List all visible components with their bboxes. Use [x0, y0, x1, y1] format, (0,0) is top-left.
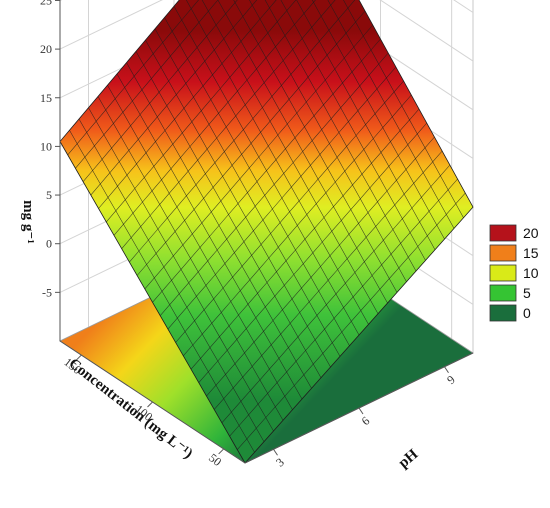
z-tick-label: -5	[42, 285, 52, 299]
surface-mesh-line	[67, 0, 199, 156]
legend-swatch	[489, 304, 517, 322]
legend-label: 20	[523, 225, 539, 241]
surface-mesh-line	[311, 0, 445, 240]
concentration-tick-label: 50	[206, 451, 224, 469]
z-tick-label: 15	[40, 91, 52, 105]
ph-tick-label: 3	[273, 455, 287, 470]
legend-label: 10	[523, 265, 539, 281]
concentration-tick-mark	[218, 448, 225, 455]
z-gridline	[59, 0, 474, 62]
z-axis-ticks: -5 0 5 10 15 20 25	[40, 0, 61, 341]
surface-mesh-line	[90, 0, 258, 196]
ph-tick-label: 9	[444, 372, 458, 387]
surface-mesh-line	[264, 0, 417, 272]
z-tick-label: 10	[40, 139, 52, 153]
legend-label: 5	[523, 285, 531, 301]
surface-mesh-line	[98, 0, 277, 209]
z-tick-label: 20	[40, 42, 52, 56]
legend: 20 15 10 5 0	[489, 224, 539, 322]
z-tick-label: 25	[40, 0, 52, 7]
ph-tick-mark	[273, 448, 278, 456]
surface-mesh-line	[280, 0, 426, 261]
z-tick-label: 0	[46, 237, 52, 251]
surface-mesh-line	[106, 0, 297, 223]
legend-swatch	[489, 244, 517, 262]
surface-mesh-line	[82, 0, 238, 182]
ph-axis-title: pH	[396, 446, 422, 471]
legend-swatch	[489, 284, 517, 302]
ph-tick-mark	[358, 407, 364, 415]
surface-mesh-line	[75, 0, 219, 169]
ph-tick-mark	[444, 366, 449, 374]
legend-swatch	[489, 224, 517, 242]
surface-mesh-line	[296, 0, 436, 250]
surface-mesh-line	[343, 0, 464, 218]
legend-label: 0	[523, 305, 531, 321]
legend-swatch	[489, 264, 517, 282]
legend-label: 15	[523, 245, 539, 261]
surface-mesh-line	[327, 0, 455, 229]
response-surface	[59, 0, 474, 464]
concentration-tick-mark	[147, 401, 153, 408]
z-tick-label: 5	[46, 188, 52, 202]
z-axis-title: mg g⁻¹	[20, 200, 36, 244]
concentration-tick-mark	[75, 354, 82, 361]
ph-tick-label: 6	[359, 414, 373, 429]
